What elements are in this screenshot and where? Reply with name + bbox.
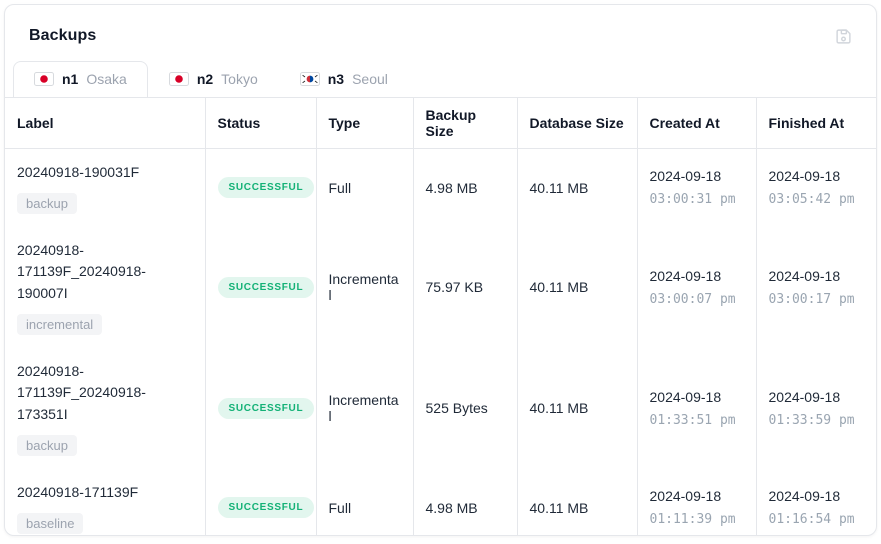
backup-label: 20240918-171139F [17,483,139,500]
backup-size-cell: 525 Bytes [413,347,518,469]
created-date: 2024-09-18 [649,168,722,185]
created-date: 2024-09-18 [649,267,722,284]
backup-tag: baseline [17,512,84,534]
created-time: 01:11:39 pm [649,512,736,528]
table-row: 20240918-171139F_20240918-173351I backup… [5,347,876,469]
finished-date: 2024-09-18 [768,267,841,284]
created-at-cell: 2024-09-18 01:33:51 pm [637,347,757,469]
column-header-status: Status [205,97,317,149]
status-badge: SUCCESSFUL [217,177,315,199]
created-date: 2024-09-18 [649,388,722,405]
created-time: 01:33:51 pm [649,412,736,428]
tab-city-label: Seoul [352,71,388,87]
table-row: 20240918-171139F_20240918-190007I increm… [5,226,876,348]
tab-node-label: n1 [62,71,79,87]
label-cell: 20240918-171139F_20240918-173351I backup [5,347,206,469]
backup-tag: incremental [17,313,103,335]
column-header-finished-at: Finished At [756,97,876,149]
status-cell: SUCCESSFUL [205,226,317,348]
database-size-cell: 40.11 MB [517,347,638,469]
save-icon[interactable] [835,28,852,45]
finished-at-cell: 2024-09-18 03:05:42 pm [756,149,876,227]
table-row: 20240918-190031F backup SUCCESSFUL Full … [5,148,876,227]
table-row: 20240918-171139F baseline SUCCESSFUL Ful… [5,468,876,535]
tab-n1-osaka[interactable]: n1 Osaka [13,61,148,97]
backup-label: 20240918-190031F [17,164,140,180]
created-at-cell: 2024-09-18 01:11:39 pm [637,468,757,535]
tab-n2-tokyo[interactable]: n2 Tokyo [148,61,279,97]
status-cell: SUCCESSFUL [205,347,317,469]
finished-time: 03:00:17 pm [768,291,855,307]
tab-n3-seoul[interactable]: n3 Seoul [279,61,409,97]
label-cell: 20240918-171139F baseline [5,468,206,535]
finished-time: 03:05:42 pm [768,192,855,208]
page-title: Backups [29,27,97,44]
status-cell: SUCCESSFUL [205,468,317,535]
status-badge: SUCCESSFUL [217,276,315,298]
label-cell: 20240918-171139F_20240918-190007I increm… [5,226,206,348]
card-header: Backups [5,5,876,61]
type-cell: Incremental [316,226,414,348]
created-at-cell: 2024-09-18 03:00:07 pm [637,226,757,348]
backups-card: Backups n1 Osaka [4,4,877,536]
finished-time: 01:16:54 pm [768,512,855,528]
status-badge: SUCCESSFUL [217,397,315,419]
finished-at-cell: 2024-09-18 01:16:54 pm [756,468,876,535]
backups-table: Label Status Type Backup Size Database S… [5,97,876,535]
backup-label: 20240918-171139F_20240918-190007I [17,241,146,302]
tab-city-label: Tokyo [221,71,258,87]
tab-city-label: Osaka [86,71,127,87]
finished-date: 2024-09-18 [768,168,841,185]
column-header-label: Label [5,97,206,149]
tab-node-label: n2 [196,71,214,87]
type-cell: Full [316,148,414,227]
status-badge: SUCCESSFUL [217,497,315,519]
finished-at-cell: 2024-09-18 03:00:17 pm [756,227,876,348]
japan-flag-icon [34,72,54,86]
finished-time: 01:33:59 pm [768,412,855,428]
type-cell: Incremental [316,347,414,469]
japan-flag-icon [168,72,189,86]
column-header-created-at: Created At [637,97,757,149]
backup-label: 20240918-171139F_20240918-173351I [17,362,146,423]
backup-size-cell: 4.98 MB [413,468,518,535]
type-cell: Full [316,468,414,535]
backup-size-cell: 4.98 MB [413,148,518,227]
column-header-backup-size: Backup Size [413,97,518,149]
created-date: 2024-09-18 [649,488,722,505]
created-time: 03:00:07 pm [649,291,736,307]
created-time: 03:00:31 pm [649,192,736,208]
label-cell: 20240918-190031F backup [5,148,206,227]
finished-at-cell: 2024-09-18 01:33:59 pm [756,348,876,469]
backup-tag: backup [17,434,77,456]
database-size-cell: 40.11 MB [517,468,638,535]
column-header-type: Type [316,97,414,149]
tab-node-label: n3 [327,71,345,87]
status-cell: SUCCESSFUL [205,148,317,227]
finished-date: 2024-09-18 [768,388,841,405]
south-korea-flag-icon [299,72,320,86]
finished-date: 2024-09-18 [768,488,841,505]
table-header-row: Label Status Type Backup Size Database S… [5,97,876,149]
created-at-cell: 2024-09-18 03:00:31 pm [637,148,757,227]
column-header-database-size: Database Size [517,97,638,149]
node-tabs: n1 Osaka n2 Tokyo [5,61,876,97]
backup-tag: backup [17,192,77,214]
backup-size-cell: 75.97 KB [413,226,518,348]
database-size-cell: 40.11 MB [517,148,638,227]
database-size-cell: 40.11 MB [517,226,638,348]
